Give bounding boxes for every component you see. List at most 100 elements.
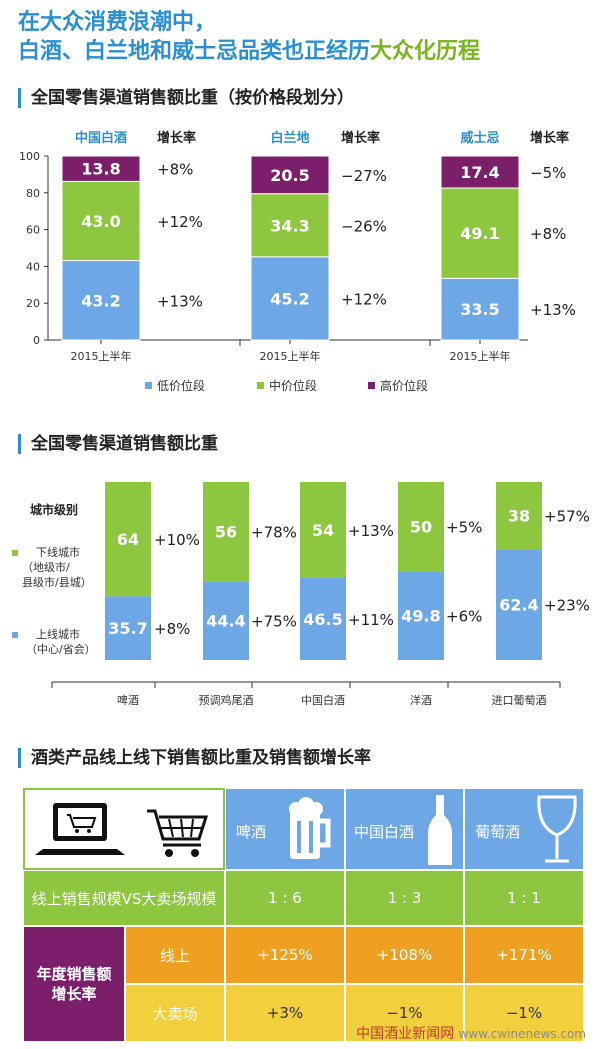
legend-label: 低价位段 [157, 378, 205, 393]
growth-label: +12% [157, 213, 203, 231]
title-highlight: 大众化历程 [370, 39, 481, 64]
data-label: 56 [215, 523, 237, 542]
x-tick-label: 2015上半年 [71, 349, 132, 363]
data-label: 38 [508, 507, 530, 526]
data-label: 43.0 [81, 212, 120, 231]
bar-lower-city [300, 482, 346, 578]
legend-label: 高价位段 [380, 378, 428, 393]
group-label: 白兰地 [270, 130, 309, 146]
laptop-cart-icons [35, 803, 209, 857]
hyper-baijiu: −1% [345, 984, 464, 1042]
x-tick-label: 进口葡萄酒 [492, 694, 547, 707]
y-tick-label: 20 [26, 297, 40, 310]
bar-segment [61, 260, 141, 341]
data-label: 54 [312, 521, 334, 540]
group-label: 中国白酒 [75, 130, 127, 146]
legend-swatch-upper [12, 632, 18, 638]
upper-city-label: （中心/省会） [26, 643, 96, 656]
x-tick-label: 2015上半年 [450, 349, 511, 363]
growth-label: +8% [157, 161, 193, 179]
upper-city-label: 上线城市 [36, 627, 80, 641]
growth-label: +13% [348, 522, 394, 540]
section3-title: 酒类产品线上线下销售额比重及销售额增长率 [18, 748, 371, 768]
growth-label: −27% [341, 167, 387, 185]
title-line-1: 在大众消费浪潮中， [18, 10, 217, 35]
y-tick-label: 80 [26, 187, 40, 200]
price-segment-chart: 0 20 40 60 80 100 中国白酒 增长率 43.2 +13% 43.0 +12% 13.8 +… [19, 130, 576, 393]
cart-icon [147, 809, 209, 857]
lower-city-label: 下线城市 [36, 545, 80, 559]
online-beer: +125% [225, 926, 345, 984]
wine-glass-icon [537, 795, 577, 863]
data-label: 13.8 [81, 160, 120, 179]
data-label: 17.4 [460, 163, 499, 182]
y-tick-label: 40 [26, 260, 40, 273]
data-label: 50 [410, 518, 432, 537]
legend-swatch [145, 382, 152, 389]
bar-lower-city [203, 482, 249, 582]
row-online-label: 线上 [125, 926, 225, 984]
growth-label: +75% [251, 613, 297, 631]
lower-city-label: 县级市/县城） [22, 575, 92, 589]
growth-label: +11% [348, 611, 394, 629]
x-tick-label: 啤酒 [117, 693, 139, 707]
col-wine: 葡萄酒 [464, 788, 584, 870]
legend-swatch [368, 382, 375, 389]
col-wine-label: 葡萄酒 [475, 823, 521, 841]
data-label: 49.8 [401, 607, 440, 626]
bar-segment [440, 155, 520, 189]
growth-label: +10% [154, 531, 200, 549]
ratio-wine: 1 : 1 [464, 870, 584, 926]
data-label: 45.2 [270, 289, 309, 308]
page-title: 在大众消费浪潮中， 白酒、白兰地和威士忌品类也正经历大众化历程 [18, 8, 480, 66]
col-baijiu-label: 中国白酒 [354, 823, 415, 841]
ratio-beer: 1 : 6 [225, 870, 345, 926]
col-beer: 啤酒 [225, 788, 345, 870]
growth-label: +13% [157, 292, 203, 310]
x-tick-label: 预调鸡尾酒 [199, 693, 254, 707]
table-icons-cell [23, 788, 225, 870]
bar-upper-city [496, 549, 542, 660]
bar-segment [440, 187, 520, 279]
bar-upper-city [105, 596, 151, 660]
data-label: 20.5 [270, 166, 309, 185]
data-label: 49.1 [460, 224, 499, 243]
x-tick-label: 洋酒 [410, 693, 432, 707]
online-offline-table: 啤酒 中国白酒 葡萄酒 线上销售规模VS大卖场规模 1 : 6 1 : 3 1 … [23, 788, 584, 1042]
growth-label: +8% [530, 225, 566, 243]
lower-city-label: （地级市/ [22, 560, 70, 574]
bar-lower-city [496, 482, 542, 550]
legend-swatch-lower [12, 550, 18, 556]
growth-header: 增长率 [341, 130, 380, 146]
growth-group-label-line1: 年度销售额 [36, 965, 112, 983]
laptop-icon [35, 803, 125, 855]
growth-label: +13% [530, 301, 576, 319]
row-ratio-label: 线上销售规模VS大卖场规模 [23, 870, 225, 926]
x-tick-label: 中国白酒 [301, 693, 345, 707]
bar-segment [250, 155, 330, 195]
bar-segment [440, 277, 520, 341]
hyper-beer: +3% [225, 984, 345, 1042]
beer-mug-icon [289, 797, 331, 859]
watermark: 中国酒业新闻网 www.cwinenews.com [356, 1023, 586, 1043]
data-label: 34.3 [270, 216, 309, 235]
data-label: 33.5 [460, 300, 499, 319]
x-tick-label: 2015上半年 [260, 349, 321, 363]
growth-label: −26% [341, 217, 387, 235]
growth-label: +5% [446, 519, 482, 537]
bar-lower-city [105, 482, 151, 597]
bar-lower-city [398, 482, 444, 572]
growth-label: +23% [544, 597, 590, 615]
growth-label: +78% [251, 524, 297, 542]
legend-swatch [257, 382, 264, 389]
bar-segment [61, 180, 141, 262]
data-label: 44.4 [206, 612, 245, 631]
ratio-baijiu: 1 : 3 [345, 870, 464, 926]
title-line-2-main: 白酒、白兰地和威士忌品类也正经历 [18, 39, 371, 64]
bar-upper-city [203, 581, 249, 660]
city-level-label: 城市级别 [30, 502, 78, 517]
growth-label: +12% [341, 290, 387, 308]
online-wine: +171% [464, 926, 584, 984]
growth-group-label: 年度销售额 增长率 [23, 926, 125, 1042]
